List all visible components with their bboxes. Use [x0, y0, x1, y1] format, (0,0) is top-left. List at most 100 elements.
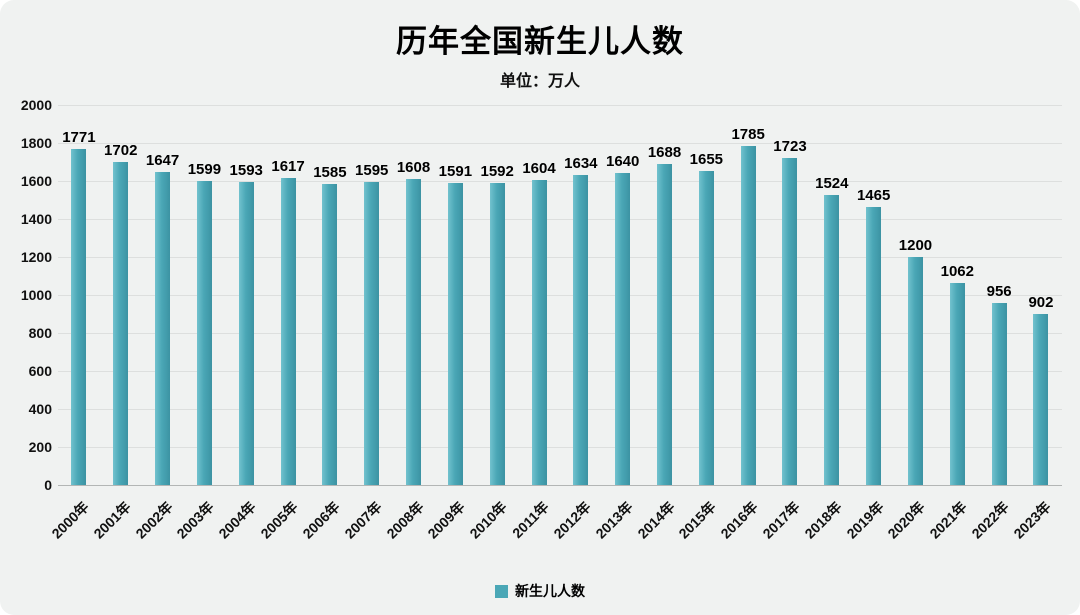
bar-value-label: 1062	[940, 263, 974, 281]
gridline	[58, 181, 1062, 182]
gridline	[58, 105, 1062, 106]
bar-column: 1785	[727, 126, 769, 485]
bar-column: 1655	[685, 151, 727, 485]
bar-column: 1771	[58, 129, 100, 485]
bar[interactable]	[364, 181, 380, 485]
bar-column: 1647	[142, 152, 184, 485]
bar-column: 1524	[811, 175, 853, 485]
bar-column: 1599	[183, 161, 225, 485]
bar-value-label: 1465	[856, 186, 891, 204]
bar[interactable]	[698, 170, 714, 485]
bar[interactable]	[196, 181, 212, 485]
y-axis-tick-label: 200	[28, 439, 52, 455]
bar[interactable]	[782, 157, 798, 485]
bar[interactable]	[71, 148, 87, 485]
legend: 新生儿人数	[0, 581, 1080, 601]
gridline	[58, 371, 1062, 372]
y-axis-tick-label: 0	[44, 477, 52, 493]
bar-value-label: 1608	[396, 159, 431, 177]
bar[interactable]	[238, 182, 254, 485]
bar-chart: 0 200 400 600 800 1000 1200 1400 1600 1800 2000 17…	[21, 97, 1062, 493]
bar-value-label: 1585	[313, 163, 347, 181]
bar-value-label: 1634	[564, 154, 598, 172]
bar-column: 1595	[351, 162, 393, 485]
bar-column: 1591	[434, 163, 476, 485]
y-axis-tick-label: 1400	[20, 211, 52, 227]
gridlines	[58, 105, 1062, 486]
bar[interactable]	[1033, 313, 1049, 485]
bar-value-label: 1655	[689, 150, 724, 168]
y-axis-tick-label: 800	[28, 325, 52, 341]
gridline	[58, 485, 1062, 486]
bar-column: 956	[978, 283, 1020, 485]
bar-column: 1702	[100, 142, 142, 485]
bar-value-label: 1617	[271, 157, 305, 175]
bar-value-label: 1595	[355, 161, 389, 179]
bar[interactable]	[615, 173, 631, 485]
bar-value-label: 1723	[773, 137, 807, 155]
bar-value-label: 902	[1028, 293, 1054, 311]
bar[interactable]	[447, 182, 463, 485]
gridline	[58, 257, 1062, 258]
bar-value-label: 1593	[229, 162, 263, 180]
gridline	[58, 447, 1062, 448]
bar[interactable]	[907, 257, 923, 485]
gridline	[58, 295, 1062, 296]
gridline	[58, 143, 1062, 144]
bar-value-label: 1592	[480, 162, 514, 180]
x-axis-tick-label: 2000年	[48, 498, 92, 542]
x-axis: 2000年 2001年 2002年 2003年 2004年 2005年 2006年 2007年…	[48, 489, 1062, 557]
bar-column: 1465	[853, 187, 895, 485]
bar[interactable]	[489, 182, 505, 485]
bar-column: 1634	[560, 155, 602, 485]
bar-column: 1617	[267, 158, 309, 485]
bar-column: 1592	[476, 163, 518, 485]
y-axis-tick-label: 1800	[20, 135, 52, 151]
bar-value-label: 1200	[898, 237, 933, 254]
chart-subtitle: 单位：万人	[499, 73, 580, 90]
gridline	[58, 333, 1062, 334]
bar-value-label: 1702	[104, 141, 138, 159]
bar[interactable]	[740, 145, 756, 485]
bar-column: 1585	[309, 164, 351, 485]
bar-column: 1593	[225, 162, 267, 485]
y-axis-tick-label: 600	[28, 363, 52, 379]
bar[interactable]	[949, 283, 965, 485]
bar[interactable]	[531, 180, 547, 485]
bar-value-label: 1524	[815, 175, 849, 193]
chart-title: 历年全国新生儿人数	[396, 24, 684, 59]
bar-value-label: 1604	[522, 160, 556, 178]
bar-value-label: 1591	[438, 162, 473, 180]
bar[interactable]	[991, 303, 1007, 485]
bar-series: 1771 1702 1647 1599 1593 1617 1585 1595 1608 1591…	[58, 105, 1062, 485]
y-axis-tick-label: 400	[28, 401, 52, 417]
bar-value-label: 1599	[187, 161, 222, 179]
bar[interactable]	[406, 179, 422, 485]
bar[interactable]	[824, 195, 840, 485]
bar-column: 1200	[895, 237, 937, 485]
bar[interactable]	[657, 164, 672, 485]
x-axis-tick: 2023年	[1010, 489, 1062, 557]
bar-value-label: 1785	[731, 125, 765, 143]
bar[interactable]	[113, 161, 129, 485]
bar[interactable]	[322, 183, 338, 485]
bar-column: 1688	[644, 144, 686, 485]
bar-value-label: 956	[986, 283, 1012, 301]
bar-value-label: 1647	[145, 152, 180, 170]
bar[interactable]	[573, 174, 589, 485]
y-axis-tick-label: 1000	[20, 287, 52, 303]
bar-column: 1723	[769, 138, 811, 485]
y-axis-tick-label: 1200	[20, 249, 52, 265]
y-axis-tick-label: 1600	[20, 173, 52, 189]
gridline	[58, 409, 1062, 410]
bar-value-label: 1640	[605, 153, 640, 171]
bar[interactable]	[280, 177, 296, 485]
y-axis-tick-label: 2000	[20, 97, 52, 113]
legend-label: 新生儿人数	[515, 583, 585, 599]
bar-column: 1604	[518, 160, 560, 485]
bar-column: 1640	[602, 153, 644, 485]
bar[interactable]	[866, 206, 882, 485]
bar[interactable]	[155, 172, 171, 485]
bar-value-label: 1688	[647, 144, 682, 162]
